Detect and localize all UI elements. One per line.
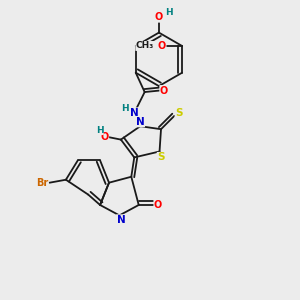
Text: N: N [130, 108, 139, 118]
Text: S: S [175, 108, 183, 118]
Text: S: S [157, 152, 165, 162]
Text: O: O [158, 41, 166, 51]
Text: O: O [154, 200, 162, 210]
Text: H: H [122, 104, 129, 113]
Text: CH₃: CH₃ [136, 41, 154, 50]
Text: O: O [155, 12, 163, 22]
Text: H: H [96, 126, 103, 135]
Text: N: N [136, 117, 145, 127]
Text: O: O [160, 85, 168, 96]
Text: Br: Br [36, 178, 48, 188]
Text: O: O [100, 132, 109, 142]
Text: N: N [116, 215, 125, 225]
Text: H: H [166, 8, 173, 17]
